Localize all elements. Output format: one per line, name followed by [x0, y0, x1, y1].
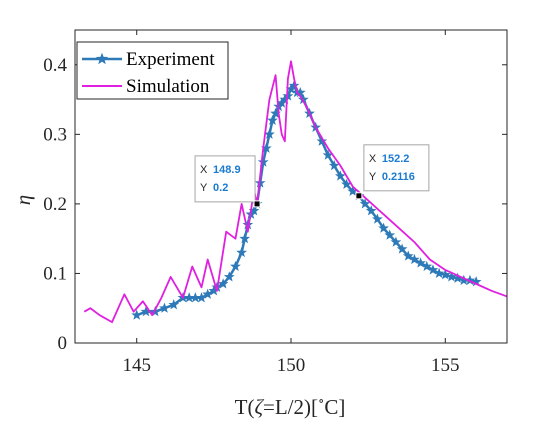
y-tick-label: 0.2 [43, 194, 67, 215]
data-tip-x-label: X [200, 164, 208, 176]
legend[interactable]: Experiment Simulation [76, 41, 229, 100]
x-tick-label: 150 [277, 355, 306, 376]
experiment-point[interactable] [372, 213, 383, 224]
legend-label-experiment: Experiment [126, 49, 215, 70]
experiment-point[interactable] [264, 128, 275, 139]
experiment-point[interactable] [239, 233, 251, 244]
experiment-point[interactable] [217, 278, 229, 289]
experiment-point[interactable] [378, 222, 389, 233]
experiment-point[interactable] [202, 288, 214, 299]
x-axis-label: T(ζ=L/2)[∘C] [235, 393, 346, 419]
x-tick-label: 145 [122, 355, 151, 376]
experiment-point[interactable] [359, 198, 371, 209]
data-tip-y-label: Y [369, 171, 377, 183]
data-tip-x-value: 148.9 [213, 164, 241, 176]
experiment-point[interactable] [415, 257, 426, 268]
experiment-point[interactable] [168, 299, 180, 310]
experiment-point[interactable] [427, 264, 439, 275]
data-tip-y-label: Y [200, 182, 208, 194]
data-tip-y-value: 0.2 [213, 182, 228, 194]
x-axis-label-suffix: C] [324, 395, 345, 419]
plot-series [83, 60, 507, 324]
experiment-point[interactable] [402, 250, 414, 261]
experiment-point[interactable] [159, 302, 170, 313]
experiment-point[interactable] [446, 271, 457, 282]
experiment-point[interactable] [236, 246, 247, 258]
data-tip-y-value: 0.2116 [382, 171, 415, 183]
data-tip-marker[interactable] [253, 200, 261, 208]
x-tick-label: 155 [431, 355, 460, 376]
x-axis-label-prefix: T( [235, 395, 255, 419]
experiment-point[interactable] [267, 114, 278, 125]
legend-box [76, 41, 229, 100]
series-line-simulation [83, 60, 507, 324]
experiment-point[interactable] [384, 229, 396, 240]
experiment-point[interactable] [223, 271, 235, 282]
y-axis-label: η [11, 195, 35, 205]
experiment-point[interactable] [409, 253, 420, 265]
plot-ticks: 145 150 155 0 0.1 0.2 0.3 0.4 [43, 30, 507, 376]
data-tip-box [363, 144, 430, 192]
experiment-point[interactable] [131, 309, 143, 320]
experiment-point[interactable] [230, 260, 241, 272]
y-tick-label: 0 [58, 333, 68, 354]
x-axis-label-degree: ∘ [318, 393, 324, 408]
legend-label-simulation: Simulation [126, 76, 210, 97]
legend-marker-experiment [95, 52, 109, 65]
experiment-point[interactable] [335, 170, 346, 181]
y-tick-label: 0.4 [43, 55, 67, 76]
experiment-point[interactable] [316, 135, 328, 146]
experiment-point[interactable] [365, 205, 377, 216]
y-tick-label: 0.3 [43, 124, 67, 145]
experiment-point[interactable] [288, 79, 300, 91]
data-tip-box [194, 155, 256, 203]
legend-entry-experiment[interactable]: Experiment [82, 49, 215, 70]
data-tip-x-value: 152.2 [382, 153, 410, 165]
data-tip[interactable]: X 152.2 Y 0.2116 [355, 144, 430, 200]
experiment-point[interactable] [421, 260, 433, 272]
x-axis-label-middle: =L/2)[ [263, 395, 318, 419]
data-tip-x-label: X [369, 153, 377, 165]
data-tip[interactable]: X 148.9 Y 0.2 [194, 155, 261, 208]
experiment-point[interactable] [396, 243, 408, 254]
experiment-point[interactable] [328, 159, 340, 171]
x-axis-label-zeta: ζ [254, 395, 264, 419]
legend-entry-simulation[interactable]: Simulation [82, 76, 210, 97]
experiment-point[interactable] [196, 292, 207, 303]
data-tip-marker[interactable] [355, 192, 363, 200]
experiment-point[interactable] [433, 267, 445, 279]
experiment-point[interactable] [439, 269, 451, 280]
experiment-point[interactable] [257, 156, 269, 167]
data-tips: X 148.9 Y 0.2 X 152.2 Y 0.2116 [194, 144, 430, 208]
y-tick-label: 0.1 [43, 263, 67, 284]
experiment-point[interactable] [390, 236, 402, 247]
